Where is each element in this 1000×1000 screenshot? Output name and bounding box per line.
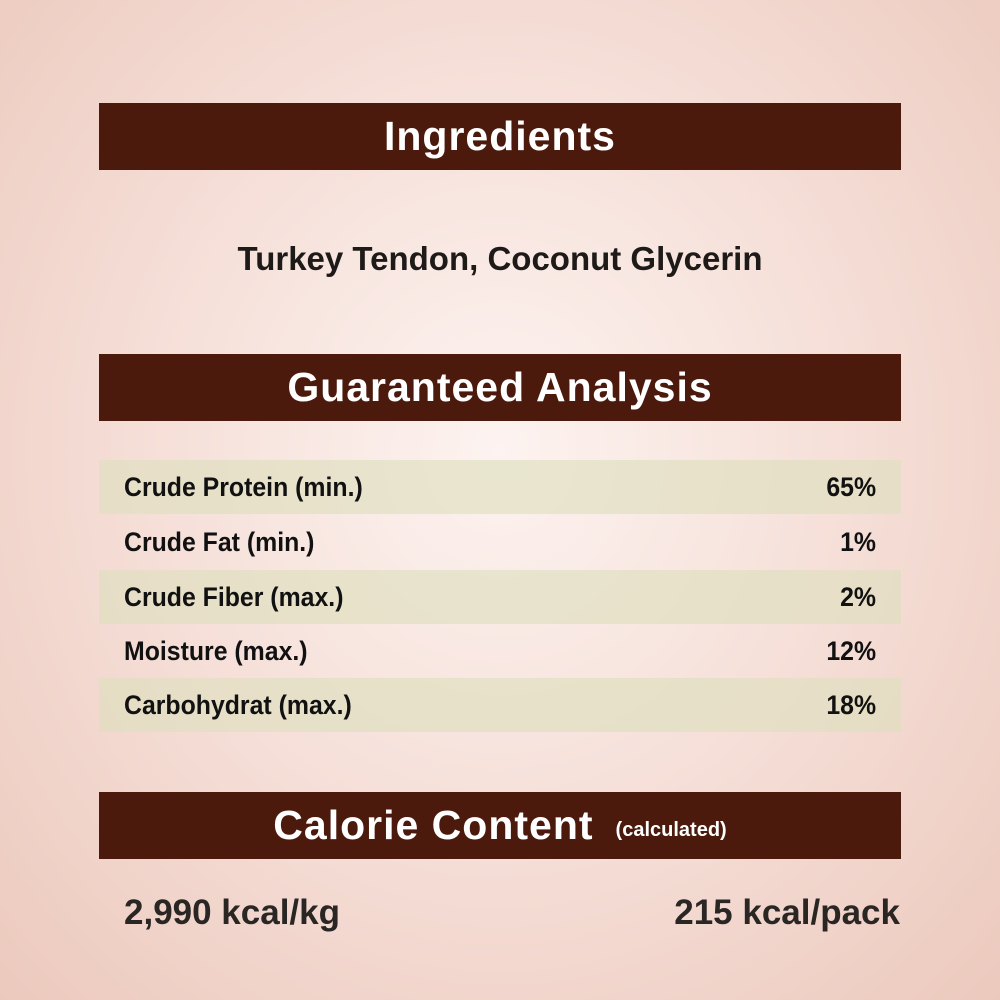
row-value: 65% (826, 471, 876, 502)
analysis-title: Guaranteed Analysis (287, 364, 713, 410)
row-label: Moisture (max.) (124, 635, 308, 666)
row-value: 12% (826, 635, 876, 666)
calorie-title: Calorie Content (273, 802, 594, 848)
table-row: Crude Fiber (max.) 2% (99, 570, 901, 624)
row-value: 2% (840, 581, 876, 612)
calorie-subtitle: (calculated) (615, 819, 727, 841)
calories-per-pack: 215 kcal/pack (674, 893, 900, 932)
row-value: 18% (826, 689, 876, 720)
row-label: Crude Fat (min.) (124, 526, 315, 557)
table-row: Crude Protein (min.) 65% (99, 460, 901, 514)
table-row: Moisture (max.) 12% (99, 624, 901, 678)
calorie-banner: Calorie Content (calculated) (99, 792, 901, 859)
ingredients-title: Ingredients (384, 113, 616, 159)
ingredients-banner: Ingredients (99, 103, 901, 170)
row-label: Carbohydrat (max.) (124, 689, 352, 720)
table-row: Carbohydrat (max.) 18% (99, 678, 901, 732)
ingredients-text: Turkey Tendon, Coconut Glycerin (237, 240, 763, 277)
analysis-banner: Guaranteed Analysis (99, 354, 901, 421)
calories-per-kg: 2,990 kcal/kg (124, 893, 340, 932)
row-label: Crude Protein (min.) (124, 471, 363, 502)
row-value: 1% (840, 526, 876, 557)
row-label: Crude Fiber (max.) (124, 581, 344, 612)
table-row: Crude Fat (min.) 1% (99, 515, 901, 569)
